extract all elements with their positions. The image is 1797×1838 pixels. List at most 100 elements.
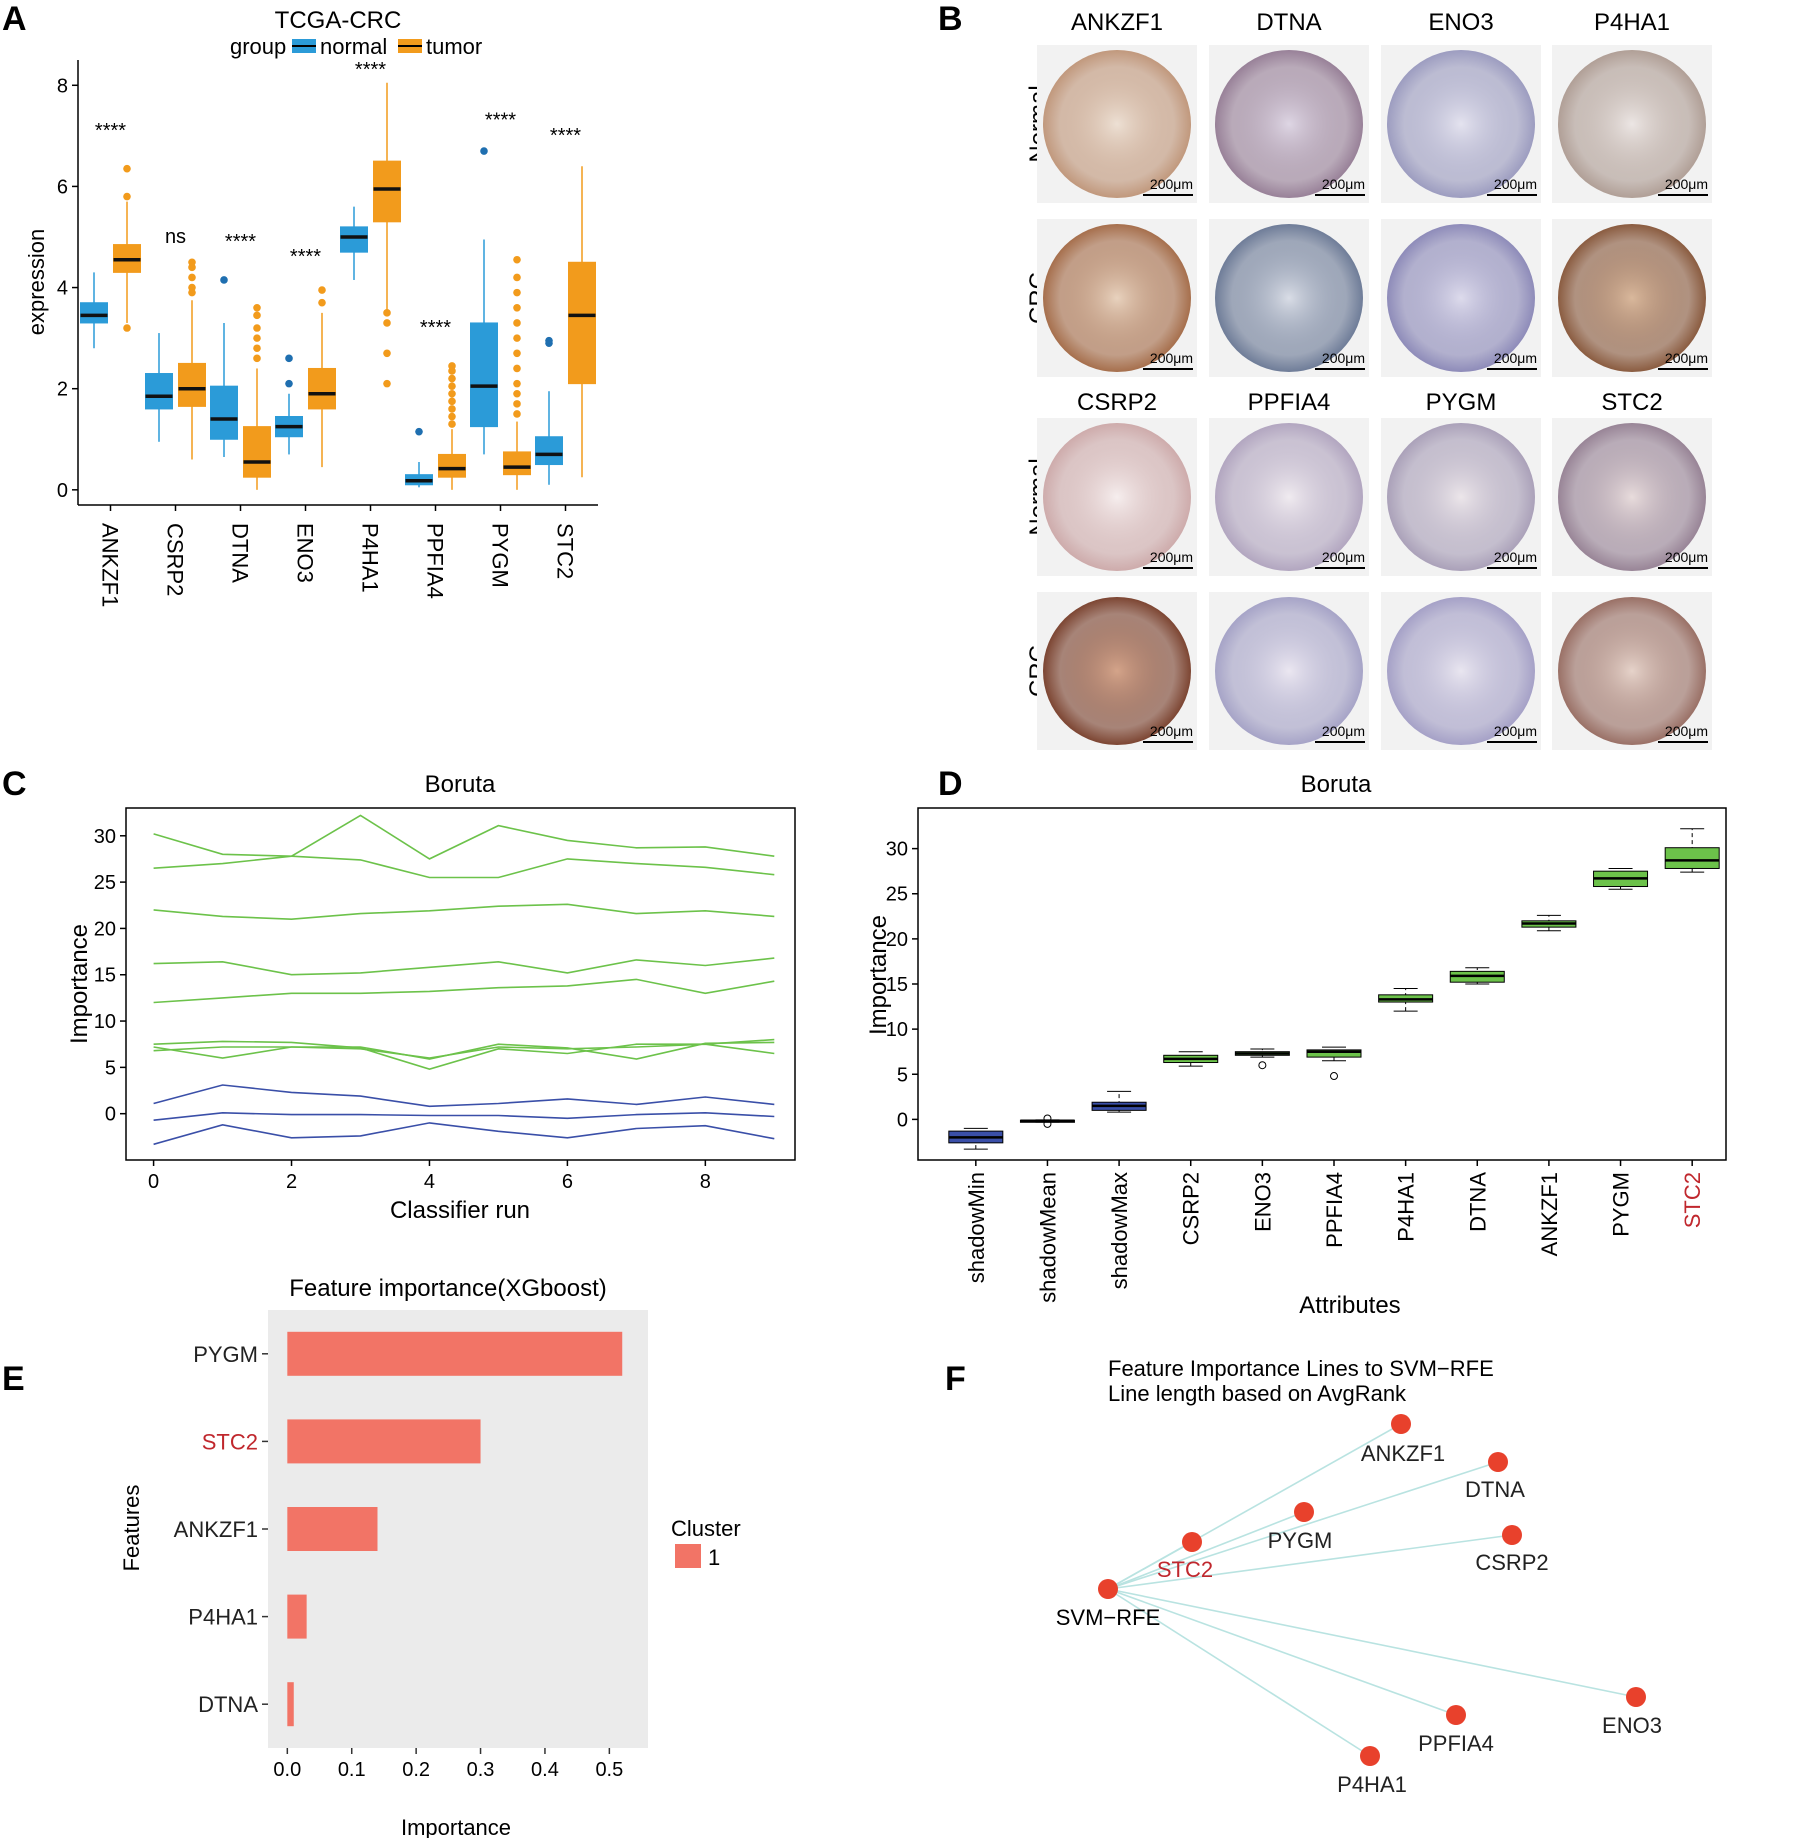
- significance-label: ****: [420, 317, 451, 339]
- panel-b: ANKZF1DTNAENO3P4HA1Normal200μm200μm200μm…: [1025, 9, 1712, 750]
- panel-letter-B: B: [938, 0, 963, 38]
- outlier-point: [383, 349, 391, 358]
- x-tick-label-PPFIA4: PPFIA4: [1322, 1172, 1347, 1248]
- outlier-point: [383, 319, 391, 327]
- significance-label: ****: [95, 120, 126, 142]
- x-tick-label-CSRP2: CSRP2: [163, 523, 188, 596]
- node-label-center: SVM−RFE: [1056, 1605, 1161, 1630]
- x-tick-label: 2: [286, 1171, 297, 1193]
- chart-title-line-2: Line length based on AvgRank: [1108, 1381, 1407, 1406]
- bar-STC2: [287, 1419, 481, 1464]
- outlier-point: [448, 405, 456, 413]
- scale-label: 200μm: [1665, 176, 1708, 192]
- x-tick-label: 0.1: [338, 1759, 366, 1781]
- x-tick-label-PPFIA4: PPFIA4: [423, 523, 448, 599]
- panel-f: Feature Importance Lines to SVM−RFELine …: [1056, 1356, 1662, 1797]
- x-axis-label: Classifier run: [390, 1197, 530, 1224]
- significance-label: ****: [355, 59, 386, 81]
- x-tick-label-STC2: STC2: [553, 523, 578, 579]
- panel-letter-D: D: [938, 765, 963, 803]
- edge-ENO3: [1107, 1588, 1637, 1698]
- bar-ANKZF1: [287, 1507, 378, 1551]
- x-tick-label-ENO3: ENO3: [293, 523, 318, 583]
- chart-title: TCGA-CRC: [275, 7, 402, 34]
- outlier-point: [513, 364, 521, 373]
- x-tick-label-shadowMin: shadowMin: [964, 1172, 989, 1283]
- tissue-image-ENO3-Normal: [1387, 50, 1535, 198]
- edge-DTNA: [1107, 1461, 1499, 1590]
- outlier-point: [513, 255, 521, 264]
- box-STC2: [1664, 847, 1720, 869]
- tissue-image-STC2-CRC: [1558, 597, 1706, 745]
- x-tick-label: 8: [700, 1171, 711, 1193]
- series-line-shadowMin: [153, 1122, 775, 1146]
- scale-label: 200μm: [1665, 549, 1708, 565]
- scale-label: 200μm: [1322, 350, 1365, 366]
- y-tick-label: 20: [886, 929, 908, 951]
- legend-title: group: [230, 34, 286, 59]
- panel-c: Boruta 0 5 10 15 20 25 30 0 2 4 6 8 Classifier run Imp…: [66, 771, 796, 1224]
- box-tumor-ENO3: [308, 367, 336, 410]
- outlier-point: [415, 427, 423, 436]
- box-normal-P4HA1: [340, 226, 368, 253]
- scale-label: 200μm: [1150, 549, 1193, 565]
- plot-frame: [917, 807, 1727, 1161]
- x-tick-label-DTNA: DTNA: [1465, 1172, 1490, 1232]
- outlier-point: [123, 324, 131, 332]
- y-axis-label: Features: [119, 1485, 144, 1572]
- gene-label-PPFIA4: PPFIA4: [1248, 389, 1331, 416]
- tissue-image-PYGM-CRC: [1387, 597, 1535, 745]
- scale-label: 200μm: [1494, 549, 1537, 565]
- gene-label-ANKZF1: ANKZF1: [1071, 9, 1163, 36]
- node-DTNA: [1488, 1452, 1508, 1472]
- x-tick-label: 0.0: [273, 1759, 301, 1781]
- node-label-CSRP2: CSRP2: [1475, 1550, 1548, 1575]
- legend-label: 1: [708, 1545, 720, 1570]
- node-P4HA1: [1360, 1746, 1380, 1766]
- panel-letter-F: F: [945, 1360, 966, 1398]
- node-label-DTNA: DTNA: [1465, 1477, 1525, 1502]
- y-tick-label: 4: [57, 278, 68, 300]
- outlier-point: [123, 164, 131, 173]
- legend-label-tumor: tumor: [426, 34, 482, 59]
- gene-label-P4HA1: P4HA1: [1594, 9, 1670, 36]
- node-label-P4HA1: P4HA1: [1337, 1772, 1407, 1797]
- node-label-STC2: STC2: [1157, 1557, 1213, 1582]
- significance-label: ns: [165, 226, 186, 248]
- y-tick-label: 6: [57, 176, 68, 198]
- box-normal-STC2: [535, 436, 563, 466]
- outlier-point: [253, 303, 261, 312]
- outlier-point: [513, 273, 521, 282]
- edge-CSRP2: [1107, 1534, 1513, 1590]
- box-normal-PYGM: [470, 322, 498, 428]
- y-tick-label-DTNA: DTNA: [198, 1692, 258, 1717]
- outlier-point: [448, 374, 456, 383]
- y-tick-label: 8: [57, 75, 68, 97]
- scale-label: 200μm: [1150, 350, 1193, 366]
- edge-P4HA1: [1107, 1588, 1371, 1757]
- y-tick-label: 15: [94, 965, 116, 987]
- gene-label-CSRP2: CSRP2: [1077, 389, 1157, 416]
- scale-label: 200μm: [1665, 350, 1708, 366]
- significance-label: ****: [290, 246, 321, 268]
- legend-key: [675, 1544, 701, 1568]
- scale-label: 200μm: [1322, 176, 1365, 192]
- series-line-P4HA1: [153, 978, 775, 1004]
- legend-label-normal: normal: [320, 34, 387, 59]
- tissue-image-DTNA-Normal: [1215, 50, 1363, 198]
- significance-label: ****: [485, 110, 516, 132]
- outlier-point: [513, 379, 521, 388]
- outlier-point: [253, 334, 261, 342]
- x-tick-label-P4HA1: P4HA1: [1394, 1172, 1419, 1242]
- x-tick-label-PYGM: PYGM: [488, 523, 513, 588]
- y-tick-label: 0: [57, 480, 68, 502]
- y-tick-label-PYGM: PYGM: [193, 1342, 258, 1367]
- y-tick-label: 2: [57, 379, 68, 401]
- series-line-DTNA: [153, 957, 775, 976]
- outlier-point: [1330, 1072, 1338, 1081]
- x-tick-label: 0.2: [402, 1759, 430, 1781]
- x-tick-label-CSRP2: CSRP2: [1179, 1172, 1204, 1245]
- x-tick-label: 0.5: [595, 1759, 623, 1781]
- edge-STC2: [1107, 1541, 1193, 1590]
- x-tick-label-ANKZF1: ANKZF1: [98, 523, 123, 607]
